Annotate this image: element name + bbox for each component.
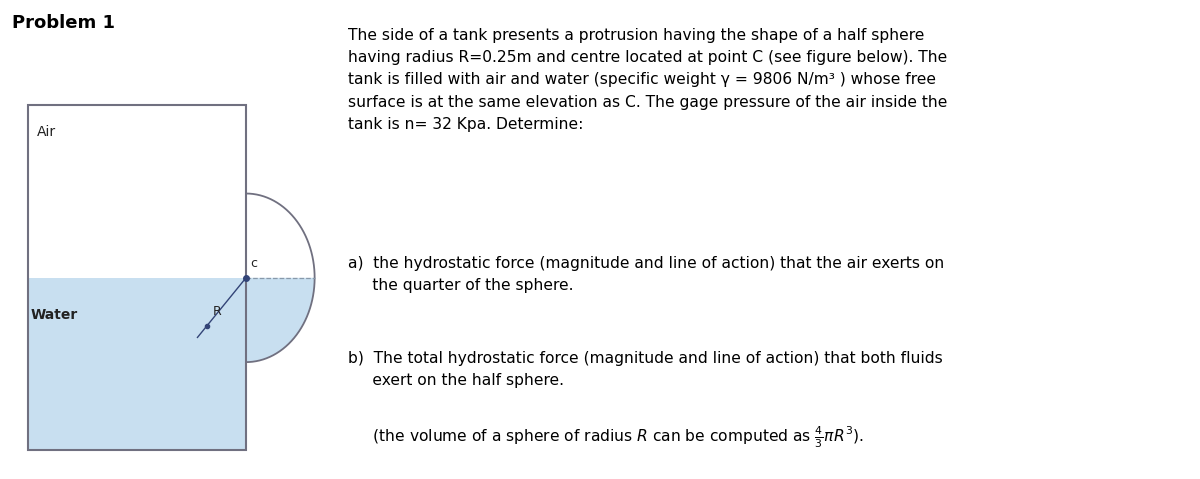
Text: c: c	[251, 257, 258, 270]
Text: R: R	[214, 305, 222, 318]
Text: Water: Water	[31, 308, 78, 322]
Text: The side of a tank presents a protrusion having the shape of a half sphere
havin: The side of a tank presents a protrusion…	[348, 28, 947, 132]
Bar	[28, 105, 246, 278]
Text: a)  the hydrostatic force (magnitude and line of action) that the air exerts on
: a) the hydrostatic force (magnitude and …	[348, 256, 944, 293]
Bar	[28, 105, 246, 450]
Bar	[28, 278, 246, 450]
Text: Air: Air	[37, 125, 56, 138]
Text: b)  The total hydrostatic force (magnitude and line of action) that both fluids
: b) The total hydrostatic force (magnitud…	[348, 351, 943, 388]
Text: Problem 1: Problem 1	[12, 14, 115, 33]
Polygon shape	[246, 194, 314, 278]
Polygon shape	[246, 278, 314, 362]
Text: (the volume of a sphere of radius $R$ can be computed as $\frac{4}{3}\pi R^3$).: (the volume of a sphere of radius $R$ ca…	[348, 424, 864, 450]
